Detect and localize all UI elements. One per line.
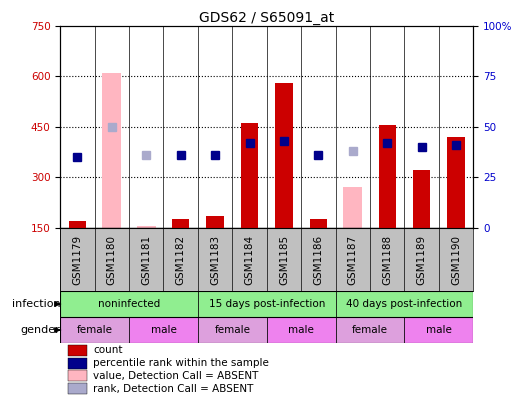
Title: GDS62 / S65091_at: GDS62 / S65091_at <box>199 11 334 25</box>
Text: infection: infection <box>12 299 60 309</box>
Bar <box>336 317 404 343</box>
Bar <box>129 317 198 343</box>
Bar <box>198 317 267 343</box>
Bar <box>336 291 473 317</box>
Bar <box>69 345 87 356</box>
Bar <box>448 137 465 228</box>
Bar <box>404 317 473 343</box>
Text: GSM1182: GSM1182 <box>176 235 186 286</box>
Bar <box>69 383 87 394</box>
Text: GSM1187: GSM1187 <box>348 235 358 286</box>
Text: percentile rank within the sample: percentile rank within the sample <box>93 358 269 368</box>
Bar <box>69 221 86 228</box>
Text: gender: gender <box>20 325 60 335</box>
Text: GSM1181: GSM1181 <box>141 235 151 286</box>
Bar <box>69 371 87 381</box>
Text: noninfected: noninfected <box>98 299 160 309</box>
Text: GSM1188: GSM1188 <box>382 235 392 286</box>
Bar <box>172 219 189 228</box>
Bar <box>60 317 129 343</box>
Bar <box>198 291 336 317</box>
Text: female: female <box>214 325 251 335</box>
Text: value, Detection Call = ABSENT: value, Detection Call = ABSENT <box>93 371 258 381</box>
Bar <box>207 216 224 228</box>
Text: GSM1186: GSM1186 <box>313 235 323 286</box>
Text: GSM1190: GSM1190 <box>451 235 461 285</box>
Text: male: male <box>426 325 452 335</box>
Text: female: female <box>76 325 112 335</box>
Bar <box>69 358 87 369</box>
Text: GSM1179: GSM1179 <box>72 235 82 286</box>
Bar <box>343 187 362 228</box>
Text: GSM1184: GSM1184 <box>245 235 255 286</box>
Bar <box>137 226 156 228</box>
Bar <box>267 317 336 343</box>
Bar <box>241 123 258 228</box>
Bar <box>413 170 430 228</box>
Text: GSM1183: GSM1183 <box>210 235 220 286</box>
Bar <box>103 73 121 228</box>
Text: rank, Detection Call = ABSENT: rank, Detection Call = ABSENT <box>93 384 254 394</box>
Text: male: male <box>151 325 176 335</box>
Bar <box>379 125 396 228</box>
Text: 40 days post-infection: 40 days post-infection <box>346 299 462 309</box>
Text: count: count <box>93 345 123 355</box>
Text: female: female <box>352 325 388 335</box>
Text: 15 days post-infection: 15 days post-infection <box>209 299 325 309</box>
Bar <box>60 291 198 317</box>
Text: GSM1189: GSM1189 <box>417 235 427 286</box>
Text: GSM1180: GSM1180 <box>107 235 117 285</box>
Bar <box>275 83 292 228</box>
Text: GSM1185: GSM1185 <box>279 235 289 286</box>
Bar <box>310 219 327 228</box>
Text: male: male <box>288 325 314 335</box>
